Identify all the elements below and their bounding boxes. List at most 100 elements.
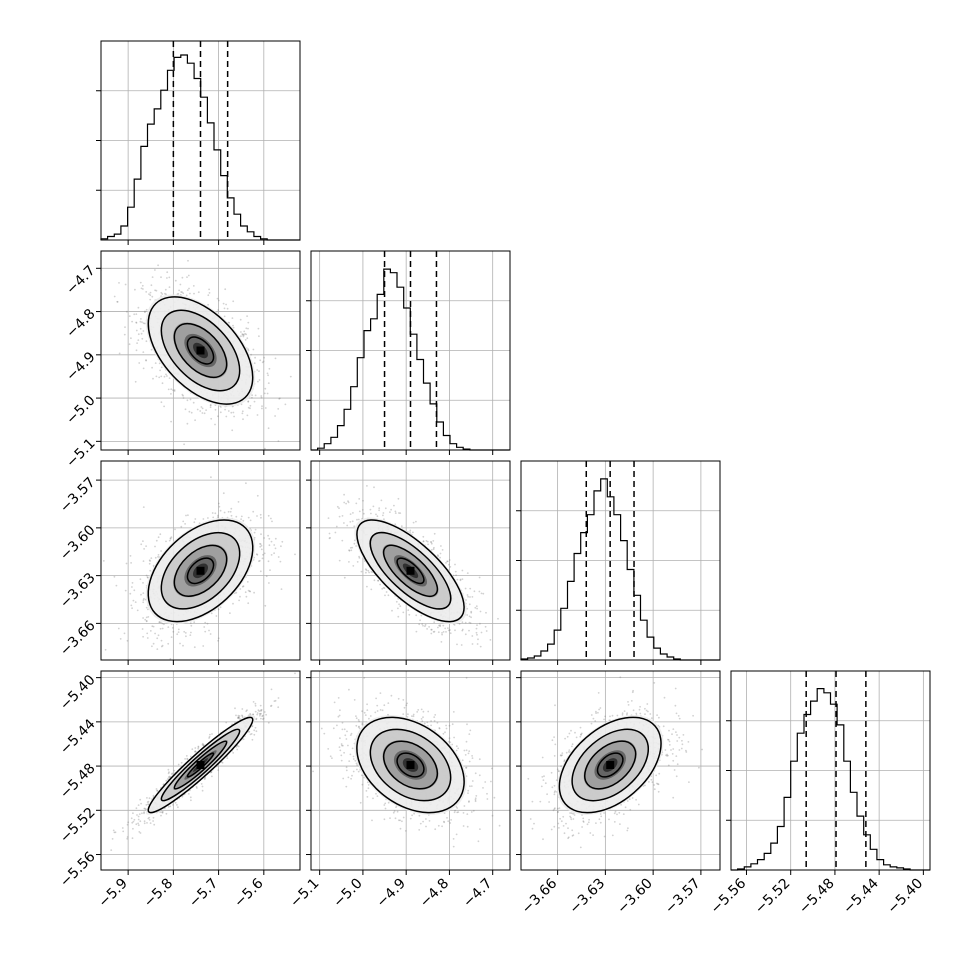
sample-point (224, 408, 227, 411)
sample-point (439, 556, 441, 559)
sample-point (141, 628, 144, 630)
sample-point (242, 585, 245, 588)
sample-point (248, 730, 251, 733)
sample-point (263, 356, 265, 359)
sample-point (347, 500, 349, 503)
sample-point (277, 556, 280, 558)
panel-content (101, 259, 292, 450)
sample-point (186, 276, 188, 278)
sample-point (247, 400, 250, 403)
sample-point (244, 591, 247, 594)
sample-point (480, 631, 483, 634)
sample-point (246, 709, 248, 712)
sample-point (358, 510, 361, 513)
sample-point (174, 801, 177, 804)
sample-point (268, 582, 270, 584)
sample-point (465, 599, 467, 601)
sample-point (140, 802, 143, 805)
sample-point (302, 673, 304, 675)
sample-point (370, 512, 372, 515)
sample-point (383, 518, 385, 521)
sample-point (268, 537, 271, 540)
sample-point (461, 629, 464, 632)
sample-point (466, 614, 469, 616)
sample-point (362, 499, 364, 502)
sample-point (153, 823, 156, 826)
sample-point (151, 645, 153, 648)
sample-point (141, 284, 144, 287)
sample-point (270, 540, 273, 543)
sample-point (144, 618, 147, 621)
sample-point (158, 621, 161, 623)
sample-point (197, 291, 200, 294)
sample-point (447, 627, 449, 629)
sample-point (220, 406, 222, 408)
sample-point (263, 392, 266, 395)
sample-point (259, 513, 262, 516)
sample-point (433, 532, 436, 535)
sample-point (387, 594, 390, 597)
histogram-step (100, 54, 301, 241)
sample-point (255, 553, 258, 555)
sample-point (157, 554, 160, 556)
sample-point (274, 415, 276, 417)
sample-point (279, 560, 282, 563)
sample-point (233, 415, 236, 418)
sample-point (169, 537, 172, 540)
sample-point (397, 615, 400, 618)
sample-point (357, 518, 360, 521)
sample-point (468, 615, 471, 618)
sample-point (241, 716, 244, 719)
sample-point (154, 362, 157, 364)
sample-point (219, 411, 222, 414)
sample-point (461, 621, 464, 624)
sample-point (209, 406, 212, 409)
sample-point (113, 831, 116, 834)
sample-point (256, 713, 259, 716)
sample-point (209, 733, 211, 736)
sample-point (260, 709, 262, 712)
sample-point (208, 629, 210, 632)
sample-point (186, 422, 189, 425)
sample-point (158, 376, 161, 379)
sample-point (373, 579, 376, 582)
sample-point (459, 578, 462, 581)
sample-point (190, 411, 193, 414)
sample-point (155, 788, 158, 790)
sample-point (152, 625, 155, 628)
sample-point (267, 534, 269, 537)
sample-point (210, 612, 213, 615)
sample-point (245, 595, 248, 598)
sample-point (148, 559, 151, 562)
sample-point (261, 557, 264, 560)
sample-point (170, 388, 173, 391)
sample-point (149, 291, 152, 294)
sample-point (232, 602, 234, 605)
sample-point (168, 775, 171, 778)
sample-point (246, 414, 249, 417)
sample-point (345, 502, 347, 505)
sample-point (260, 548, 263, 551)
sample-point (157, 634, 160, 637)
sample-point (128, 315, 131, 317)
sample-point (194, 419, 197, 422)
sample-point (277, 697, 280, 699)
sample-point (235, 591, 238, 594)
sample-point (250, 733, 253, 735)
sample-point (397, 497, 400, 500)
sample-point (145, 804, 148, 806)
sample-point (214, 408, 217, 411)
sample-point (249, 590, 252, 593)
sample-point (391, 609, 393, 612)
sample-point (131, 821, 134, 824)
sample-point (262, 718, 264, 720)
sample-point (265, 713, 267, 716)
sample-point (274, 537, 277, 540)
sample-point (389, 511, 391, 513)
sample-point (148, 562, 151, 565)
sample-point (234, 707, 236, 710)
sample-point (225, 415, 228, 418)
sample-point (242, 335, 245, 338)
sample-point (160, 645, 163, 648)
sample-point (407, 609, 410, 611)
